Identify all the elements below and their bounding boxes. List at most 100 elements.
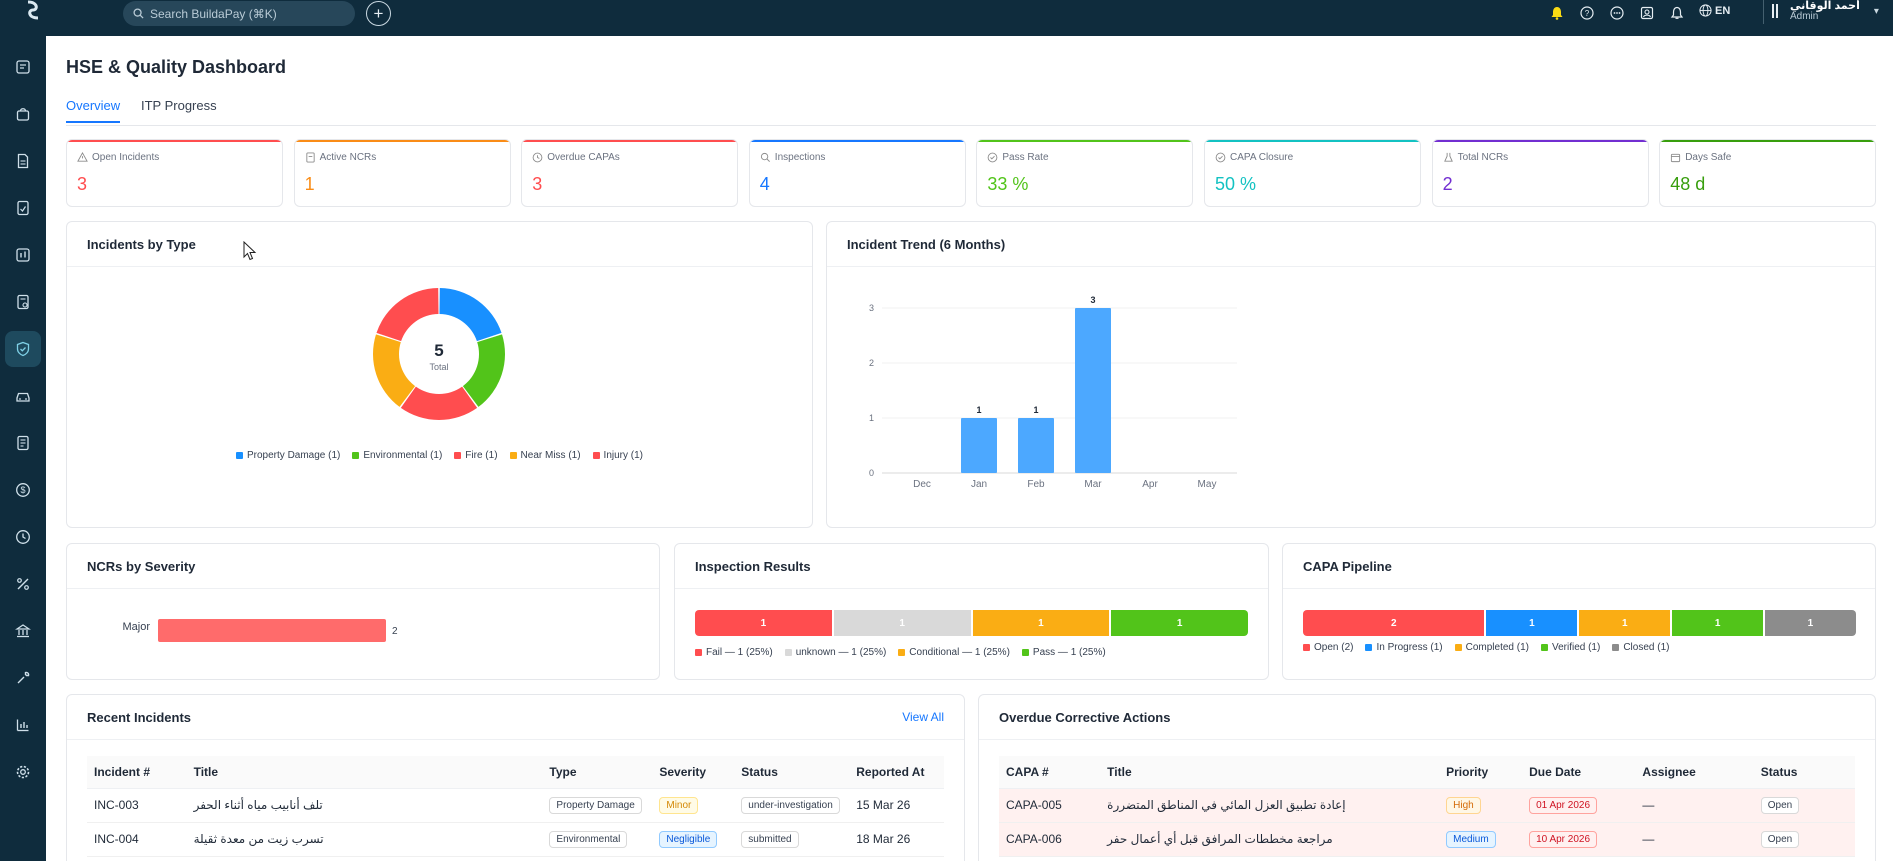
bar-chart-icon <box>16 248 30 262</box>
legend-item[interactable]: Closed (1) <box>1612 642 1669 653</box>
donut-slice[interactable] <box>439 288 502 342</box>
bar[interactable] <box>158 619 386 642</box>
kpi-value: 48 d <box>1670 174 1706 194</box>
legend-item[interactable]: Verified (1) <box>1540 642 1600 653</box>
user-menu[interactable]: أحمد الوقاني Admin ▾ <box>1772 0 1879 22</box>
sidebar-item-settings[interactable] <box>5 754 41 790</box>
stack-segment[interactable]: 1 <box>972 610 1110 636</box>
stack-segment[interactable]: 1 <box>1672 610 1764 636</box>
sidebar-item-contracts[interactable] <box>5 190 41 226</box>
chart-icon <box>16 719 29 732</box>
help-icon[interactable]: ? <box>1578 4 1596 22</box>
column-header[interactable]: Priority <box>1439 756 1523 789</box>
priority-tag: Medium <box>1446 830 1496 848</box>
recent-incidents-table: Incident # Title Type Severity Status Reporte… <box>87 756 944 857</box>
language-switcher[interactable]: EN <box>1699 4 1730 17</box>
kpi-accent-bar <box>977 140 1193 142</box>
sidebar-item-ledger[interactable] <box>5 425 41 461</box>
sidebar-item-discounts[interactable] <box>5 566 41 602</box>
table-row[interactable]: INC-003 تلف أنابيب مياه أثناء الحفر Proper… <box>87 788 944 823</box>
bell-alert-icon[interactable] <box>1548 4 1566 22</box>
kpi-card-total-ncrs[interactable]: Total NCRs 2 <box>1431 139 1649 207</box>
bar[interactable] <box>1075 308 1111 473</box>
sidebar-item-tools[interactable] <box>5 660 41 696</box>
overdue-actions-table: CAPA # Title Priority Due Date Assignee Statu… <box>999 756 1855 857</box>
legend-swatch <box>1365 644 1373 651</box>
kpi-card-capa-closure[interactable]: CAPA Closure 50 % <box>1204 139 1421 207</box>
column-header[interactable]: CAPA # <box>999 756 1101 789</box>
legend-label: Conditional — 1 (25%) <box>909 647 1010 658</box>
table-row[interactable]: CAPA-005 إعادة تطبيق العزل المائي في المن… <box>999 788 1855 823</box>
kpi-card-open-incidents[interactable]: Open Incidents 3 <box>66 139 283 207</box>
bar[interactable] <box>1018 418 1054 473</box>
donut-slice[interactable] <box>376 288 439 342</box>
kpi-label-text: Pass Rate <box>1002 152 1049 163</box>
legend-swatch <box>1021 649 1029 656</box>
sidebar-item-procurement[interactable] <box>5 96 41 132</box>
legend-item[interactable]: In Progress (1) <box>1365 642 1443 653</box>
bar[interactable] <box>961 418 997 473</box>
stack-segment[interactable]: 2 <box>1303 610 1485 636</box>
legend-item[interactable]: Environmental (1) <box>352 450 442 461</box>
column-header[interactable]: Due Date <box>1522 756 1636 789</box>
column-header[interactable]: Status <box>734 756 850 789</box>
legend-item[interactable]: Fire (1) <box>454 450 498 461</box>
kpi-card-days-safe[interactable]: Days Safe 48 d <box>1659 139 1877 207</box>
contacts-icon[interactable] <box>1638 4 1656 22</box>
add-button[interactable]: + <box>366 1 391 26</box>
legend-item[interactable]: unknown — 1 (25%) <box>784 647 886 658</box>
kpi-card-active-ncrs[interactable]: Active NCRs 1 <box>293 139 511 207</box>
app-logo[interactable] <box>14 0 54 22</box>
status-tag: under-investigation <box>741 796 840 814</box>
sidebar-item-timesheets[interactable] <box>5 519 41 555</box>
donut-slice[interactable] <box>373 334 416 407</box>
stack-segment[interactable]: 1 <box>695 610 832 636</box>
chat-icon[interactable] <box>1608 4 1626 22</box>
column-header[interactable]: Type <box>542 756 653 789</box>
stack-segment[interactable]: 1 <box>1765 610 1856 636</box>
sidebar-item-finance[interactable]: $ <box>5 472 41 508</box>
donut-slice[interactable] <box>462 334 505 407</box>
stack-segment[interactable]: 1 <box>1111 610 1248 636</box>
legend-item[interactable]: Near Miss (1) <box>509 450 581 461</box>
kpi-card-overdue-capas[interactable]: Overdue CAPAs 3 <box>521 139 739 207</box>
notification-icon[interactable] <box>1668 4 1686 22</box>
legend-item[interactable]: Completed (1) <box>1454 642 1529 653</box>
sidebar-item-dashboard[interactable] <box>5 49 41 85</box>
donut-slice[interactable] <box>400 386 478 420</box>
sidebar-item-hse[interactable] <box>5 331 41 367</box>
sidebar-item-invoices[interactable] <box>5 284 41 320</box>
sidebar-item-analytics[interactable] <box>5 707 41 743</box>
column-header[interactable]: Assignee <box>1635 756 1754 789</box>
legend-item[interactable]: Injury (1) <box>592 450 643 461</box>
chevron-down-icon: ▾ <box>1873 5 1879 17</box>
legend-item[interactable]: Conditional — 1 (25%) <box>898 647 1010 658</box>
tab-overview[interactable]: Overview <box>66 98 121 123</box>
sidebar-item-banking[interactable] <box>5 613 41 649</box>
view-all-link[interactable]: View All <box>902 710 944 724</box>
tab-itp-progress[interactable]: ITP Progress <box>141 98 217 113</box>
column-header[interactable]: Incident # <box>87 756 187 789</box>
stack-segment[interactable]: 1 <box>1579 610 1671 636</box>
stack-segment[interactable]: 1 <box>1486 610 1578 636</box>
stack-segment[interactable]: 1 <box>833 610 971 636</box>
kpi-card-pass-rate[interactable]: Pass Rate 33 % <box>976 139 1194 207</box>
column-header[interactable]: Reported At <box>849 756 944 789</box>
column-header[interactable]: Title <box>1100 756 1440 789</box>
sidebar-item-reports[interactable] <box>5 237 41 273</box>
table-row[interactable]: CAPA-006 مراجعة مخططات المرافق قبل أي أعم… <box>999 822 1855 857</box>
legend-item[interactable]: Pass — 1 (25%) <box>1021 647 1106 658</box>
sidebar-item-documents[interactable] <box>5 143 41 179</box>
legend-label: In Progress (1) <box>1376 642 1443 653</box>
column-header[interactable]: Title <box>186 756 543 789</box>
column-header[interactable]: Status <box>1753 756 1855 789</box>
search-input[interactable]: Search BuildaPay (⌘K) <box>123 1 355 26</box>
legend-item[interactable]: Open (2) <box>1303 642 1353 653</box>
column-header[interactable]: Severity <box>652 756 735 789</box>
legend-item[interactable]: Fail — 1 (25%) <box>695 647 773 658</box>
x-tick-label: Feb <box>1027 479 1045 490</box>
table-row[interactable]: INC-004 تسرب زيت من معدة ثقيلة Environment… <box>87 822 944 857</box>
legend-item[interactable]: Property Damage (1) <box>236 450 340 461</box>
sidebar-item-fleet[interactable] <box>5 378 41 414</box>
kpi-card-inspections[interactable]: Inspections 4 <box>748 139 966 207</box>
